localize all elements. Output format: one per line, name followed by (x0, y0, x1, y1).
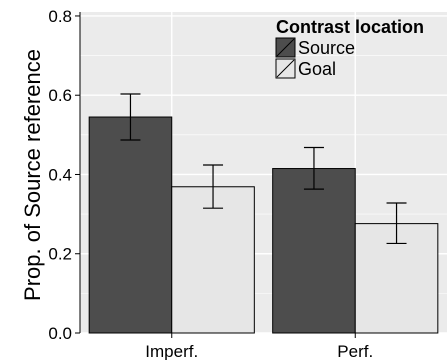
bars (88, 116, 439, 334)
bar-source-1 (88, 116, 173, 334)
legend-label-source: Source (298, 38, 355, 58)
legend-key-slash (276, 38, 295, 57)
axes (75, 12, 356, 338)
legend-title: Contrast location (276, 17, 424, 37)
bar-goal-1 (171, 186, 255, 334)
error-bars (120, 93, 407, 245)
x-tick-label: Perf. (337, 342, 373, 360)
y-tick-label: 0.0 (48, 324, 72, 343)
y-tick-label: 0.6 (48, 86, 72, 105)
legend-key-slash (276, 59, 295, 78)
y-tick-label: 0.4 (48, 165, 72, 184)
x-tick-label: Imperf. (145, 342, 198, 360)
y-tick-label: 0.8 (48, 7, 72, 26)
y-axis-label: Prop. of Source reference (20, 49, 45, 301)
legend-label-goal: Goal (298, 59, 336, 79)
bar-source-2 (272, 168, 356, 334)
y-tick-labels: 0.0 0.2 0.4 0.6 0.8 (48, 7, 72, 343)
y-tick-label: 0.2 (48, 245, 72, 264)
x-tick-labels: Imperf. Perf. (145, 342, 373, 360)
